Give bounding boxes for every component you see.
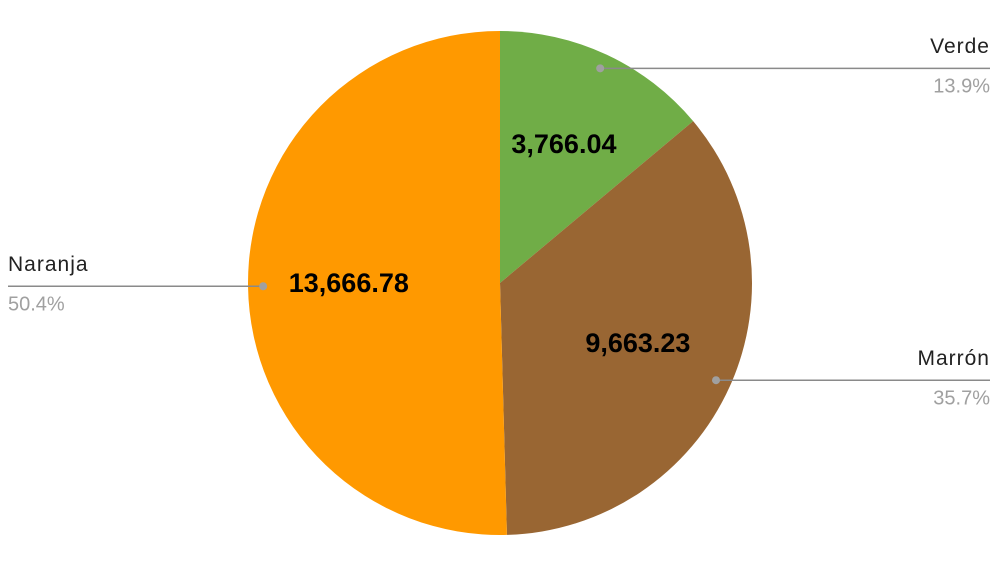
pie-slice <box>500 31 694 283</box>
percentage-label: 35.7% <box>933 387 990 409</box>
percentage-label: 50.4% <box>8 294 65 316</box>
leader-dot <box>712 376 721 385</box>
percentage-label: 13.9% <box>933 76 990 98</box>
leader-dot <box>259 282 268 291</box>
category-label: Marrón <box>917 347 990 370</box>
leader-dot <box>596 64 605 73</box>
pie-slice <box>248 31 507 535</box>
value-label: 9,663.23 <box>585 328 690 358</box>
pie-slice <box>500 121 753 535</box>
value-label: 3,766.04 <box>511 129 616 159</box>
category-label: Verde <box>930 35 990 58</box>
value-label: 13,666.78 <box>289 268 409 298</box>
category-label: Naranja <box>8 253 89 276</box>
